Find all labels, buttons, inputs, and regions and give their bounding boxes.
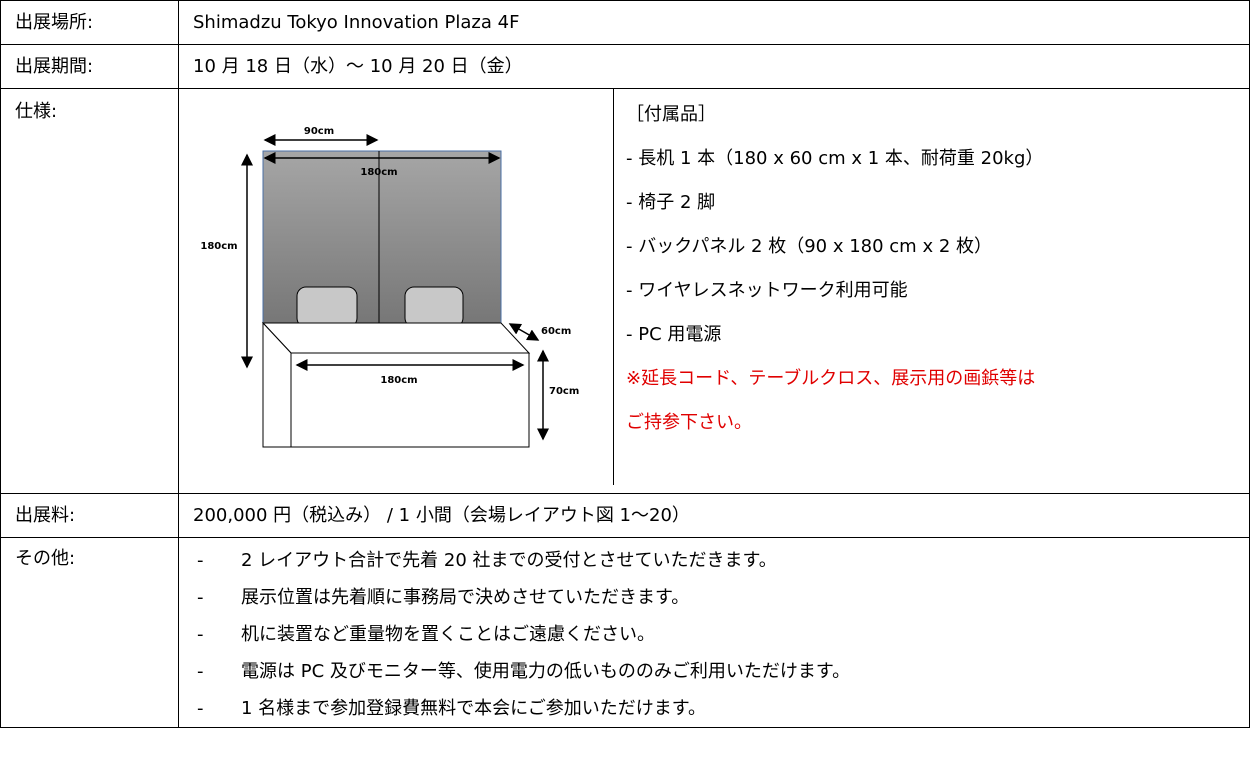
item: - 長机 1 本（180 x 60 cm x 1 本、耐荷重 20kg） bbox=[626, 148, 1044, 169]
dim-label: 180cm bbox=[200, 241, 237, 252]
note: ※延長コード、テーブルクロス、展示用の画鋲等は bbox=[626, 368, 1036, 389]
dim-label: 70cm bbox=[549, 386, 579, 397]
bullet: - bbox=[197, 587, 204, 608]
label: 出展期間: bbox=[0, 44, 179, 89]
item-row: - 1 名様まで参加登録費無料で本会にご参加いただけます。 bbox=[193, 690, 1249, 727]
value: - 2 レイアウト合計で先着 20 社までの受付とさせていただきます。 - 展示位置… bbox=[178, 537, 1250, 728]
note: ご持参下さい。 bbox=[626, 412, 752, 433]
value: Shimadzu Tokyo Innovation Plaza 4F bbox=[178, 0, 1250, 45]
item: 1 名様まで参加登録費無料で本会にご参加いただけます。 bbox=[241, 698, 707, 719]
desk-top bbox=[261, 322, 531, 354]
spec: 90cm 180cm 180cm 60cm 180cm 70cm ［付属品］ -… bbox=[179, 89, 1249, 485]
spec-cell: 90cm 180cm 180cm 60cm 180cm 70cm ［付属品］ -… bbox=[178, 88, 1250, 494]
label: 出展料: bbox=[0, 493, 179, 538]
heading: ［付属品］ bbox=[626, 104, 716, 125]
item-row: - 展示位置は先着順に事務局で決めさせていただきます。 bbox=[193, 579, 1249, 616]
dim-label: 90cm bbox=[304, 126, 334, 137]
accessory-list: ［付属品］ - 長机 1 本（180 x 60 cm x 1 本、耐荷重 20k… bbox=[614, 89, 1043, 485]
item: 電源は PC 及びモニター等、使用電力の低いもののみご利用いただけます。 bbox=[241, 661, 851, 682]
info-table: 出展場所: Shimadzu Tokyo Innovation Plaza 4F… bbox=[0, 0, 1250, 728]
desk-front bbox=[290, 352, 530, 448]
item: 机に装置など重量物を置くことはご遠慮ください。 bbox=[241, 624, 655, 645]
item: - PC 用電源 bbox=[626, 324, 722, 345]
booth-diagram: 90cm 180cm 180cm 60cm 180cm 70cm bbox=[200, 126, 579, 448]
label: その他: bbox=[0, 537, 179, 728]
row: 出展料: 200,000 円（税込み） / 1 小間（会場レイアウト図 1～20… bbox=[0, 493, 1250, 538]
dim-label: 60cm bbox=[541, 326, 571, 337]
chair bbox=[296, 286, 358, 328]
item: - ワイヤレスネットワーク利用可能 bbox=[626, 280, 908, 301]
other-list: - 2 レイアウト合計で先着 20 社までの受付とさせていただきます。 - 展示位置… bbox=[193, 538, 1249, 727]
bullet: - bbox=[197, 550, 204, 571]
bullet: - bbox=[197, 624, 204, 645]
arrow bbox=[508, 323, 540, 341]
row: その他: - 2 レイアウト合計で先着 20 社までの受付とさせていただきます。 … bbox=[0, 537, 1250, 728]
item-row: - 2 レイアウト合計で先着 20 社までの受付とさせていただきます。 bbox=[193, 542, 1249, 579]
row: 出展期間: 10 月 18 日（水）～ 10 月 20 日（金） bbox=[0, 44, 1250, 89]
bullet: - bbox=[197, 698, 204, 719]
bullet: - bbox=[197, 661, 204, 682]
item-row: - 机に装置など重量物を置くことはご遠慮ください。 bbox=[193, 616, 1249, 653]
item-row: - 電源は PC 及びモニター等、使用電力の低いもののみご利用いただけます。 bbox=[193, 653, 1249, 690]
diagram: 90cm 180cm 180cm 60cm 180cm 70cm bbox=[179, 89, 614, 485]
value: 10 月 18 日（水）～ 10 月 20 日（金） bbox=[178, 44, 1250, 89]
value: 200,000 円（税込み） / 1 小間（会場レイアウト図 1～20） bbox=[178, 493, 1250, 538]
label: 仕様: bbox=[0, 88, 179, 494]
label: 出展場所: bbox=[0, 0, 179, 45]
dim-label: 180cm bbox=[380, 375, 417, 386]
item: - 椅子 2 脚 bbox=[626, 192, 716, 213]
item: 展示位置は先着順に事務局で決めさせていただきます。 bbox=[241, 587, 690, 608]
chair bbox=[404, 286, 464, 328]
row: 出展場所: Shimadzu Tokyo Innovation Plaza 4F bbox=[0, 0, 1250, 45]
item: - バックパネル 2 枚（90 x 180 cm x 2 枚） bbox=[626, 236, 992, 257]
item: 2 レイアウト合計で先着 20 社までの受付とさせていただきます。 bbox=[241, 550, 777, 571]
dim-label: 180cm bbox=[360, 167, 397, 178]
row: 仕様: bbox=[0, 88, 1250, 494]
